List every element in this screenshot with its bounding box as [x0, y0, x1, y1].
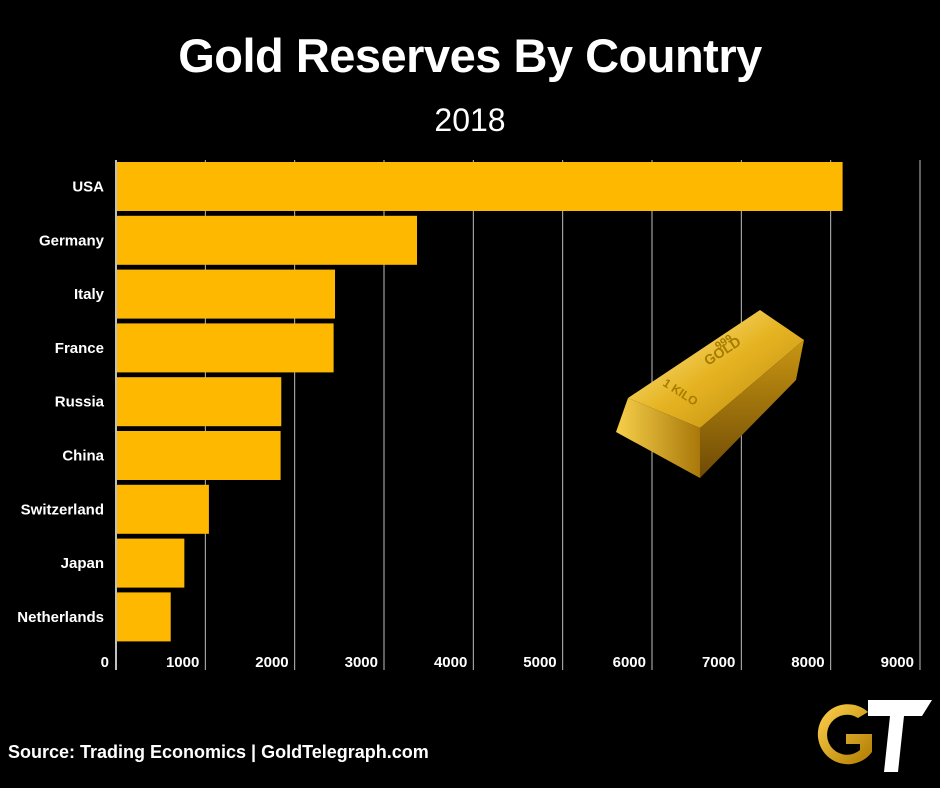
category-label: Russia	[55, 394, 105, 411]
x-tick-label: 6000	[613, 654, 646, 671]
bar-germany	[117, 215, 418, 265]
x-tick-label: 0	[101, 654, 109, 671]
bar-chart: USA Germany Italy France Russia China Switzerl…	[17, 160, 921, 671]
bar-france	[117, 323, 334, 373]
gold-bar-icon: 999 GOLD 1 KILO	[616, 310, 804, 478]
category-labels: USA Germany Italy France Russia China Switzerl…	[17, 179, 104, 626]
x-tick-label: 2000	[255, 654, 288, 671]
category-label: France	[55, 340, 104, 357]
chart-title: Gold Reserves By Country	[178, 29, 762, 82]
category-label: China	[62, 448, 104, 465]
bar-switzerland	[117, 484, 209, 534]
bar-italy	[117, 269, 336, 319]
bar-usa	[117, 162, 843, 211]
bar-netherlands	[117, 592, 171, 642]
gold-telegraph-logo-icon	[817, 700, 932, 772]
category-label: Netherlands	[17, 609, 104, 626]
category-label: Switzerland	[21, 501, 104, 518]
category-label: Germany	[39, 232, 105, 249]
bar-japan	[117, 538, 185, 588]
source-credit: Source: Trading Economics | GoldTelegrap…	[8, 742, 429, 762]
bar-china	[117, 431, 281, 480]
x-tick-label: 4000	[434, 654, 467, 671]
x-tick-label: 9000	[881, 654, 914, 671]
x-tick-label: 7000	[702, 654, 735, 671]
bars	[117, 162, 843, 642]
chart-subtitle: 2018	[434, 102, 506, 138]
category-label: USA	[72, 179, 104, 196]
x-tick-label: 8000	[791, 654, 824, 671]
x-axis-tick-labels: 0 1000 2000 3000 4000 5000 6000 7000 8000 9000	[101, 654, 914, 671]
category-label: Italy	[74, 286, 105, 303]
x-tick-label: 1000	[166, 654, 199, 671]
x-tick-label: 5000	[523, 654, 556, 671]
x-tick-label: 3000	[345, 654, 378, 671]
bar-russia	[117, 377, 282, 427]
category-label: Japan	[61, 555, 104, 572]
